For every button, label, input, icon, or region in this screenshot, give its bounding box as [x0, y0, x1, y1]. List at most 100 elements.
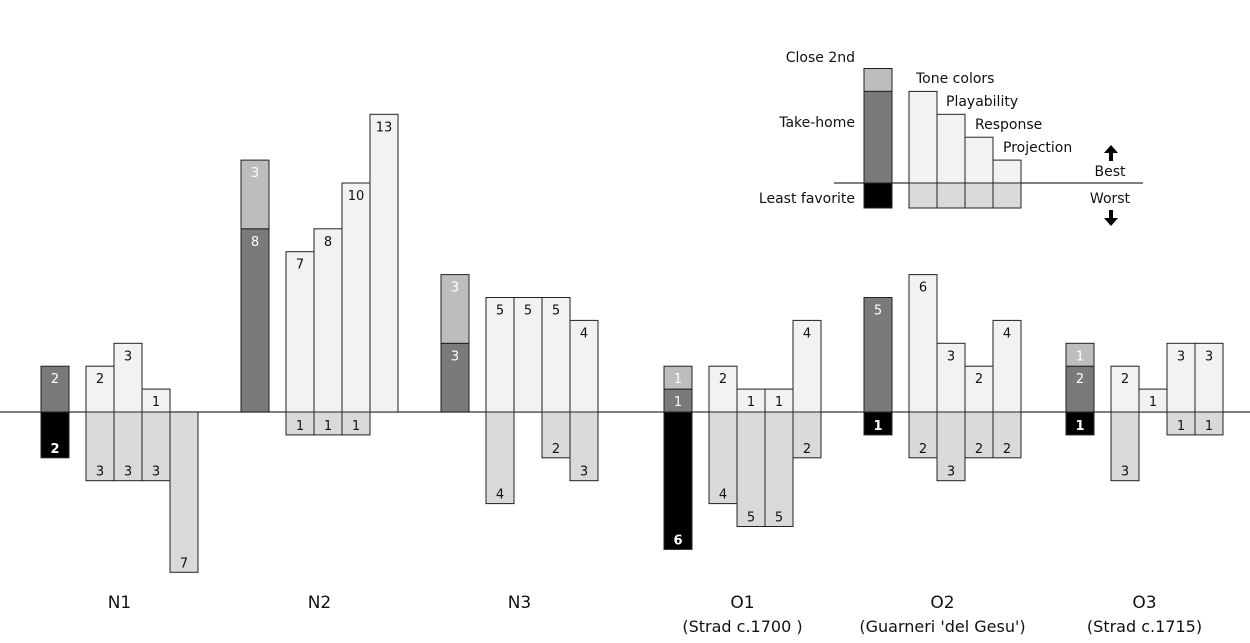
legend-tone_colors-worst-bar [908, 182, 938, 209]
legend-response-label: Response [975, 117, 1042, 133]
tone_colors-best-bar [485, 297, 515, 413]
projection-worst-bar [569, 411, 599, 482]
playability-best-value: 1 [1149, 395, 1157, 410]
least-favorite-bar [663, 411, 693, 550]
projection-best-bar [1194, 342, 1224, 413]
legend-playability-worst-bar [936, 182, 966, 209]
least-favorite-value: 6 [673, 533, 682, 548]
projection-best-bar [792, 319, 822, 413]
response-worst-value: 5 [775, 511, 783, 526]
tone_colors-best-value: 6 [919, 281, 927, 296]
least-favorite-value: 2 [50, 442, 59, 457]
legend-projection-best-bar [992, 159, 1022, 184]
instrument-group-n3: 3 3 5 4 5 5 2 4 3 N3 [440, 274, 599, 613]
legend-take-home-swatch [863, 90, 893, 184]
response-best-bar [964, 365, 994, 413]
response-best-value: 1 [152, 395, 160, 410]
response-best-bar [341, 182, 371, 413]
legend-response-worst-bar [964, 182, 994, 209]
tone_colors-worst-bar [485, 411, 515, 505]
legend-best-label: Best [1094, 164, 1126, 180]
close-2nd-bar [240, 159, 270, 230]
take-home-bar [1065, 365, 1095, 413]
response-best-bar [541, 297, 571, 413]
response-best-value: 1 [775, 395, 783, 410]
arrow-up-icon [1104, 145, 1118, 161]
projection-best-bar [369, 113, 399, 413]
close-2nd-bar [1065, 342, 1095, 367]
playability-best-value: 3 [124, 349, 132, 364]
instrument-sublabel: (Strad c.1715) [1087, 617, 1202, 636]
tone_colors-worst-value: 3 [96, 465, 104, 480]
legend-worst-label: Worst [1090, 191, 1131, 207]
tone_colors-best-bar [285, 251, 315, 413]
response-best-value: 5 [552, 304, 560, 319]
response-best-value: 2 [975, 372, 983, 387]
playability-worst-value: 1 [324, 419, 332, 434]
playability-worst-bar [936, 411, 966, 482]
take-home-bar [440, 342, 470, 413]
instrument-group-n1: 2 2 2 3 3 3 1 3 7 N1 [40, 342, 199, 613]
instrument-label: O3 [1132, 593, 1156, 613]
projection-worst-value: 1 [1205, 419, 1213, 434]
take-home-value: 8 [251, 235, 259, 250]
instrument-label: O2 [930, 593, 954, 613]
tone_colors-worst-value: 2 [919, 442, 927, 457]
response-best-value: 3 [1177, 349, 1185, 364]
projection-worst-bar [992, 411, 1022, 459]
legend-tone_colors-best-bar [908, 90, 938, 184]
legend-tone-colors-label: Tone colors [915, 71, 994, 87]
tone_colors-worst-value: 4 [719, 488, 727, 503]
playability-worst-value: 5 [747, 511, 755, 526]
playability-best-bar [513, 297, 543, 413]
take-home-value: 2 [1076, 372, 1084, 387]
tone_colors-worst-bar [1110, 411, 1140, 482]
take-home-value: 5 [874, 304, 882, 319]
take-home-value: 2 [51, 372, 59, 387]
playability-worst-bar [736, 411, 766, 527]
projection-best-value: 4 [580, 326, 588, 341]
legend-least-favorite-swatch [863, 182, 893, 209]
arrow-down-icon [1104, 210, 1118, 226]
close-2nd-bar [663, 365, 693, 390]
legend-least-favorite-label: Least favorite [759, 191, 855, 207]
tone_colors-best-bar [1110, 365, 1140, 413]
instrument-sublabel: (Strad c.1700 ) [682, 617, 802, 636]
playability-best-bar [313, 228, 343, 413]
least-favorite-bar [863, 411, 893, 436]
response-worst-value: 1 [352, 419, 360, 434]
tone_colors-worst-value: 4 [496, 488, 504, 503]
tone_colors-worst-value: 3 [1121, 465, 1129, 480]
playability-best-value: 3 [947, 349, 955, 364]
legend-projection-label: Projection [1003, 140, 1072, 156]
least-favorite-value: 1 [1075, 419, 1084, 434]
tone_colors-best-value: 7 [296, 258, 304, 273]
response-worst-bar [541, 411, 571, 459]
legend-projection-worst-bar [992, 182, 1022, 209]
projection-worst-value: 2 [803, 442, 811, 457]
tone_colors-best-value: 2 [719, 372, 727, 387]
projection-best-bar [992, 319, 1022, 413]
instrument-label: N2 [308, 593, 332, 613]
least-favorite-bar [1065, 411, 1095, 436]
playability-best-value: 8 [324, 235, 332, 250]
playability-worst-value: 3 [947, 465, 955, 480]
projection-best-value: 13 [376, 120, 393, 135]
instrument-group-o2: 5 1 6 2 3 3 2 2 4 2 O2 (Guarneri 'del Gesu') [859, 274, 1026, 636]
instrument-label: N3 [508, 593, 532, 613]
response-worst-value: 2 [552, 442, 560, 457]
close-2nd-value: 1 [1076, 349, 1084, 364]
close-2nd-bar [440, 274, 470, 344]
close-2nd-value: 1 [674, 372, 682, 387]
playability-best-value: 5 [524, 304, 532, 319]
tone_colors-worst-value: 1 [296, 419, 304, 434]
legend-take-home-label: Take-home [778, 115, 855, 131]
projection-best-value: 4 [1003, 326, 1011, 341]
response-worst-value: 2 [975, 442, 983, 457]
legend-playability-label: Playability [946, 94, 1018, 110]
least-favorite-value: 1 [873, 419, 882, 434]
tone_colors-best-value: 5 [496, 304, 504, 319]
take-home-value: 1 [674, 395, 682, 410]
projection-worst-value: 7 [180, 556, 188, 571]
